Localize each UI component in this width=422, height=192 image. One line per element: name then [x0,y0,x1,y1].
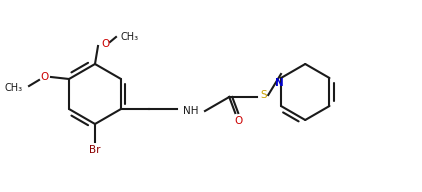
Text: CH₃: CH₃ [5,83,23,93]
Text: O: O [234,116,242,126]
Text: Br: Br [89,145,101,155]
Text: N: N [275,78,283,88]
Text: NH: NH [183,106,199,116]
Text: S: S [260,90,267,100]
Text: CH₃: CH₃ [121,32,139,42]
Text: O: O [101,39,109,49]
Text: O: O [40,72,48,82]
